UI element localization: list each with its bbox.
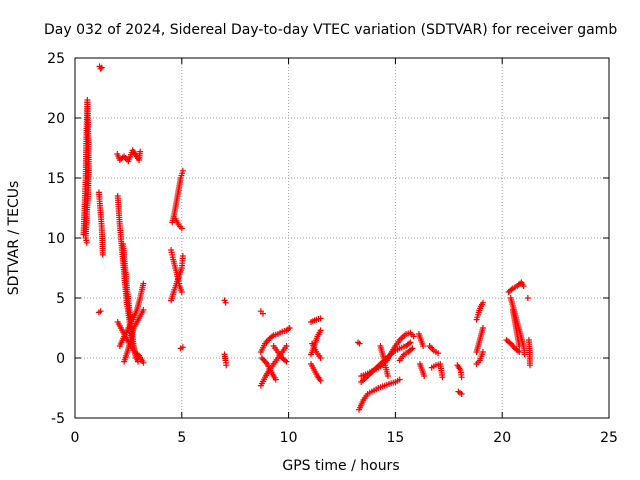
y-tick-label: 15: [47, 171, 65, 187]
data-point: [286, 325, 293, 331]
data-point: [420, 343, 427, 349]
data-point: [384, 373, 391, 379]
y-tick-label: 5: [56, 291, 65, 307]
y-tick-label: 0: [56, 351, 65, 367]
data-point: [524, 295, 531, 301]
data-point: [83, 239, 90, 246]
x-tick-label: 5: [177, 430, 186, 446]
data-point: [407, 339, 414, 346]
data-point: [179, 344, 186, 351]
axis-ticks: 0 5 10 15 20 25 -5 0 5 10 15 20 25: [47, 51, 618, 446]
x-tick-label: 15: [386, 430, 404, 446]
data-point: [516, 343, 523, 349]
data-point: [317, 315, 324, 322]
x-tick-label: 20: [493, 430, 511, 446]
data-point: [223, 362, 230, 369]
data-point: [355, 339, 362, 346]
data-point: [283, 343, 290, 349]
data-point: [317, 327, 324, 334]
data-points: [80, 63, 533, 413]
data-point: [179, 253, 186, 259]
chart-title: Day 032 of 2024, Sidereal Day-to-day VTE…: [44, 22, 617, 38]
data-point: [222, 299, 229, 306]
grid-lines: [75, 58, 609, 418]
data-point: [283, 358, 290, 365]
y-tick-label: 10: [47, 231, 65, 247]
data-point: [410, 333, 417, 340]
data-point: [97, 308, 104, 315]
data-point: [98, 64, 105, 71]
data-point: [317, 355, 324, 361]
data-point: [259, 310, 266, 317]
y-axis-label: SDTVAR / TECUs: [6, 181, 22, 296]
data-point: [140, 359, 147, 366]
data-point: [409, 345, 416, 352]
data-point: [479, 299, 486, 306]
y-tick-label: -5: [51, 411, 65, 427]
data-point: [526, 362, 533, 369]
data-point: [178, 225, 185, 232]
data-point: [356, 340, 363, 347]
y-tick-label: 25: [47, 51, 65, 67]
data-point: [97, 65, 104, 72]
data-point: [521, 351, 528, 358]
data-point: [140, 307, 147, 313]
data-point: [317, 377, 324, 384]
x-axis-label: GPS time / hours: [282, 458, 399, 474]
data-point: [137, 148, 144, 155]
data-point: [516, 349, 523, 355]
data-point: [479, 349, 486, 355]
data-point: [396, 376, 403, 383]
data-point: [140, 280, 147, 287]
data-point: [520, 283, 527, 289]
data-point: [421, 373, 428, 379]
data-point: [458, 391, 465, 397]
data-point: [272, 376, 279, 383]
x-tick-label: 0: [71, 430, 80, 446]
data-point: [435, 350, 442, 357]
data-point: [458, 374, 465, 381]
y-tick-label: 20: [47, 111, 65, 127]
x-tick-label: 10: [280, 430, 298, 446]
data-point: [179, 167, 186, 174]
data-point: [178, 289, 185, 295]
data-point: [479, 325, 486, 331]
data-point: [439, 374, 446, 381]
data-point: [99, 251, 106, 258]
x-tick-label: 25: [600, 430, 618, 446]
